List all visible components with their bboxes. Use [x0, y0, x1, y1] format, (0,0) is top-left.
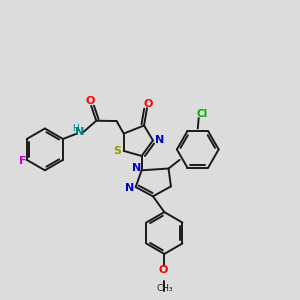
Text: Cl: Cl [197, 109, 208, 118]
Text: O: O [159, 265, 168, 275]
Text: N: N [75, 128, 84, 137]
Text: CH₃: CH₃ [156, 284, 172, 293]
Text: H: H [72, 124, 79, 133]
Text: N: N [132, 163, 141, 173]
Text: S: S [114, 146, 122, 157]
Text: O: O [85, 96, 95, 106]
Text: O: O [143, 99, 153, 109]
Text: F: F [20, 156, 27, 166]
Text: N: N [154, 135, 164, 145]
Text: N: N [125, 183, 134, 193]
